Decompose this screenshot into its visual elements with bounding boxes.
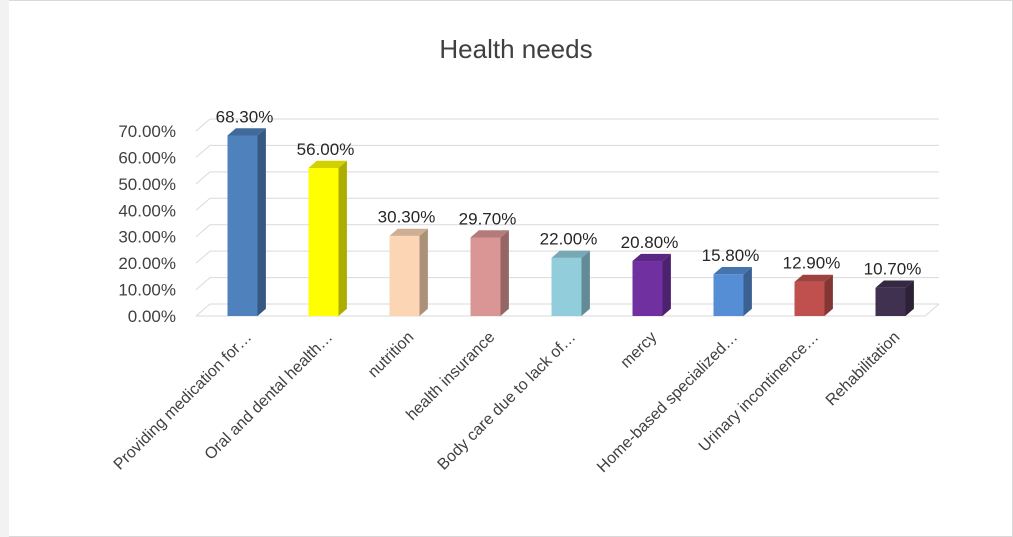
bar-top bbox=[308, 160, 347, 168]
bar-top bbox=[551, 250, 590, 258]
bar-front bbox=[551, 257, 582, 316]
bar-side bbox=[662, 253, 671, 316]
category-label: Rehabilitation bbox=[823, 329, 904, 410]
gridline-slant bbox=[195, 197, 211, 211]
bar bbox=[794, 274, 833, 316]
gridline-slant bbox=[195, 250, 211, 264]
bar-side bbox=[419, 228, 428, 316]
bar-side bbox=[257, 128, 266, 316]
chart-title: Health needs bbox=[439, 34, 592, 64]
y-tick-label: 60.00% bbox=[118, 148, 176, 167]
y-tick-label: 10.00% bbox=[118, 281, 176, 300]
bar-front bbox=[227, 135, 258, 316]
bar-top bbox=[875, 280, 914, 288]
bar bbox=[308, 160, 347, 316]
bar-side bbox=[743, 267, 752, 316]
y-tick-label: 50.00% bbox=[118, 175, 176, 194]
category-label: nutrition bbox=[365, 329, 417, 381]
bar-front bbox=[794, 281, 825, 316]
bar-front bbox=[308, 168, 339, 316]
data-label: 10.70% bbox=[864, 260, 922, 279]
bar bbox=[470, 230, 509, 316]
y-tick-label: 30.00% bbox=[118, 228, 176, 247]
category-label: Body care due to lack of… bbox=[435, 329, 580, 474]
category-label: Providing medication for… bbox=[111, 329, 256, 474]
bar bbox=[875, 280, 914, 316]
category-label: Home-based specialized… bbox=[594, 329, 741, 476]
bar bbox=[713, 267, 752, 316]
bar-top bbox=[632, 253, 671, 262]
category-labels: Providing medication for…Oral and dental… bbox=[111, 329, 904, 476]
category-label: mercy bbox=[618, 329, 661, 372]
category-label: health insurance bbox=[403, 329, 498, 424]
gridline-slant bbox=[195, 171, 211, 185]
bar-side bbox=[581, 250, 590, 316]
y-tick-label: 70.00% bbox=[118, 122, 176, 141]
y-tick-label: 20.00% bbox=[118, 254, 176, 273]
gridline-slant bbox=[195, 303, 211, 317]
bars bbox=[227, 128, 914, 316]
data-label: 29.70% bbox=[459, 209, 517, 228]
bar-front bbox=[632, 261, 663, 316]
data-label: 15.80% bbox=[702, 246, 760, 265]
bar bbox=[389, 228, 428, 316]
bar-top bbox=[713, 267, 752, 275]
bar-top bbox=[227, 128, 266, 136]
data-labels: 68.30% 56.00% 30.30% 29.70% 22.00% 20.80% 15.8… bbox=[216, 107, 922, 278]
bar-front bbox=[389, 235, 420, 316]
bar bbox=[227, 128, 266, 316]
bar-front bbox=[470, 237, 501, 316]
data-label: 22.00% bbox=[540, 230, 598, 249]
bar-front bbox=[713, 274, 744, 316]
data-label: 30.30% bbox=[378, 208, 436, 227]
data-label: 12.90% bbox=[783, 254, 841, 273]
y-tick-label: 0.00% bbox=[128, 307, 176, 326]
gridline-slant bbox=[195, 224, 211, 238]
bar bbox=[632, 253, 671, 316]
floor-edge bbox=[924, 303, 940, 317]
bar-side bbox=[500, 230, 509, 316]
bar-top bbox=[470, 230, 509, 238]
y-axis: 0.00% 10.00% 20.00% 30.00% 40.00% 50.00% 60.00… bbox=[118, 122, 176, 326]
data-label: 68.30% bbox=[216, 107, 274, 126]
data-label: 20.80% bbox=[621, 233, 679, 252]
window-edge bbox=[0, 0, 9, 537]
bar-side bbox=[338, 160, 347, 316]
bar-side bbox=[905, 280, 914, 316]
bar-front bbox=[875, 287, 906, 316]
bar-top bbox=[794, 274, 833, 282]
bar-side bbox=[824, 274, 833, 316]
bar-top bbox=[389, 228, 428, 236]
bar bbox=[551, 250, 590, 316]
y-tick-label: 40.00% bbox=[118, 201, 176, 220]
gridline-slant bbox=[195, 118, 211, 132]
data-label: 56.00% bbox=[297, 140, 355, 159]
gridline-slant bbox=[195, 277, 211, 290]
gridline-slant bbox=[195, 145, 211, 158]
